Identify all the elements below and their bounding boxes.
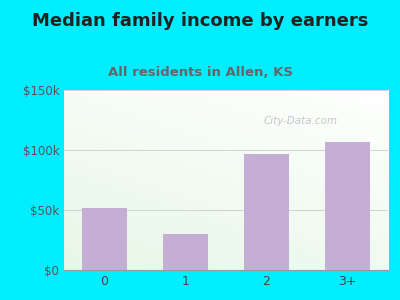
Bar xyxy=(325,142,370,270)
Text: City-Data.com: City-Data.com xyxy=(264,116,338,126)
Text: Median family income by earners: Median family income by earners xyxy=(32,12,368,30)
Bar xyxy=(163,234,208,270)
Bar xyxy=(244,154,289,270)
Bar xyxy=(82,208,127,270)
Text: All residents in Allen, KS: All residents in Allen, KS xyxy=(108,66,292,79)
